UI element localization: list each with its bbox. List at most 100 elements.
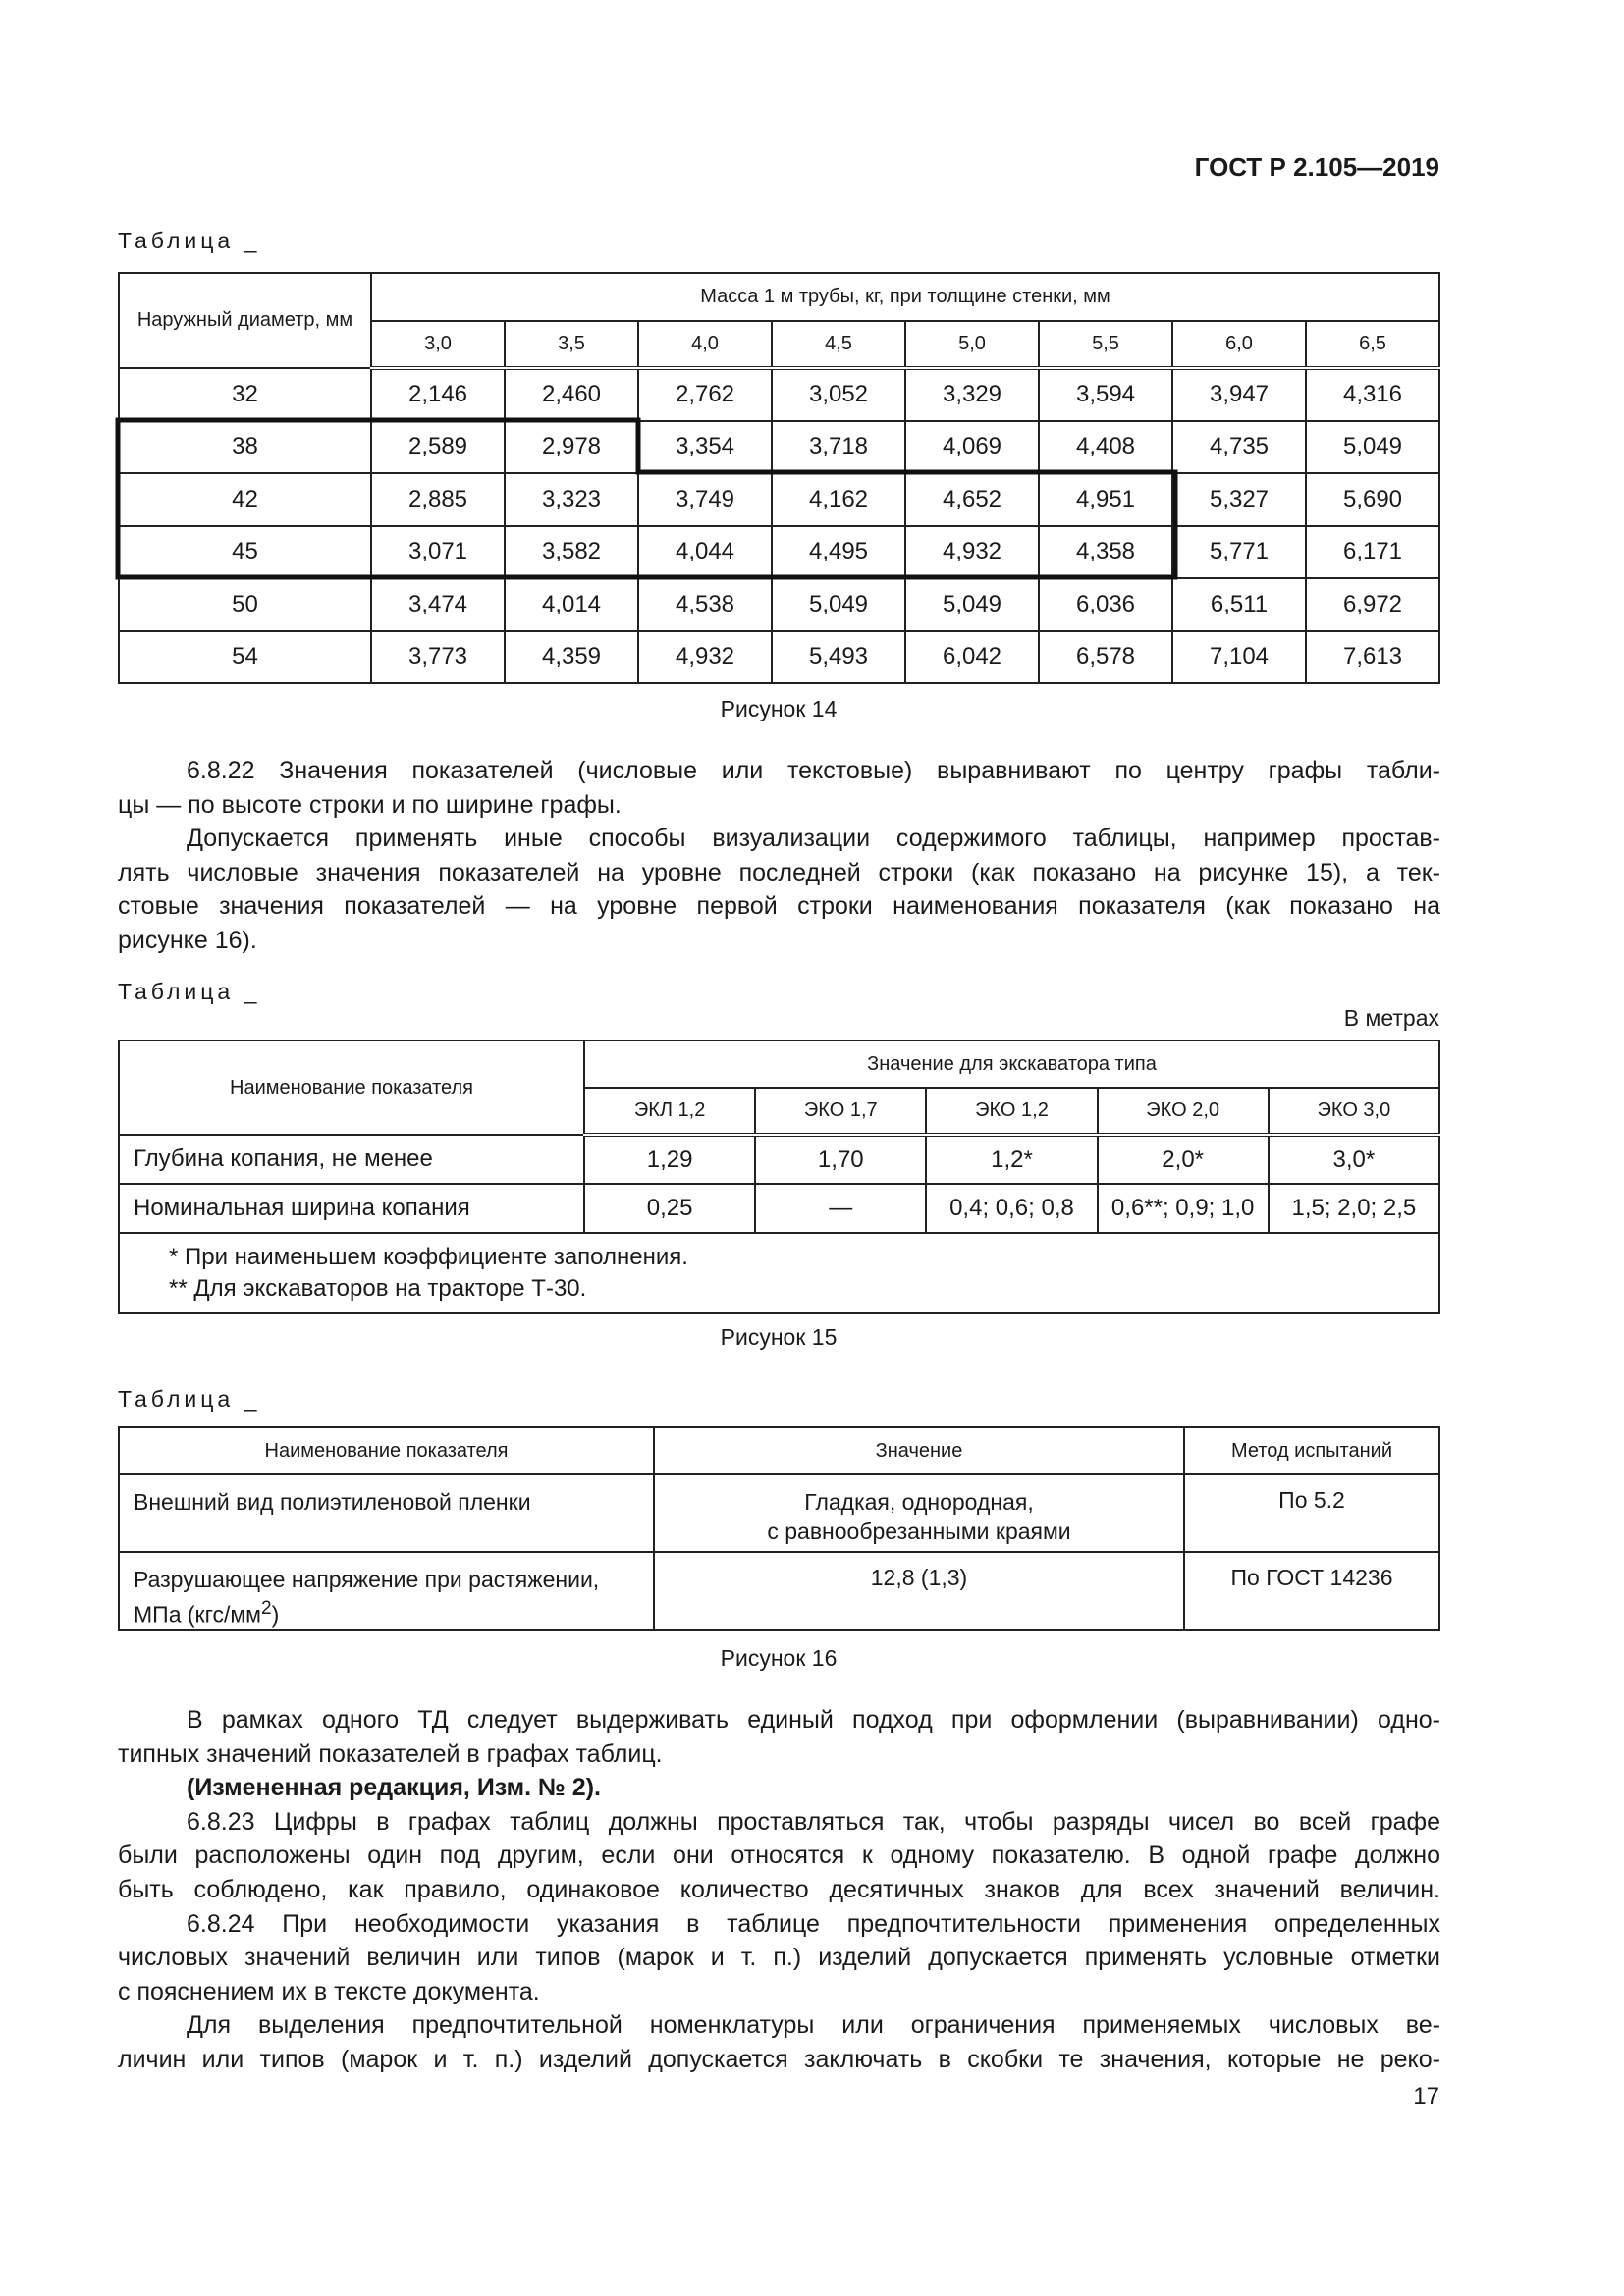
cell-name: Разрушающее напряжение при растяжении, М… [118, 1551, 655, 1631]
thickness-header: 4,5 [771, 320, 906, 370]
cell-mass: 6,578 [1038, 629, 1173, 684]
table-row: 42 2,885 3,323 3,749 4,162 4,652 4,951 5,327 5,6… [118, 472, 1440, 527]
cell-diameter: 32 [118, 367, 372, 422]
footnote: * При наименьшем коэффициенте заполнения… [169, 1244, 688, 1270]
paragraph-6-8-22: 6.8.22 Значения показателей (числовые ил… [118, 754, 1440, 958]
cell-method: По ГОСТ 14236 [1183, 1551, 1440, 1631]
cell-mass: 3,718 [771, 419, 906, 474]
cell-mass: 5,049 [1305, 419, 1440, 474]
footnote: ** Для экскаваторов на тракторе Т-30. [169, 1275, 587, 1302]
text-line: быть соблюдено, как правило, одинаковое … [118, 1875, 1440, 1903]
cell-mass: 2,146 [370, 367, 506, 422]
cell-value: Гладкая, однородная, с равнообрезанными … [653, 1473, 1185, 1553]
cell-mass: 4,735 [1171, 419, 1307, 474]
cell-mass: 2,762 [637, 367, 773, 422]
cell-value: 1,70 [754, 1134, 928, 1185]
cell-mass: 4,014 [504, 577, 639, 632]
table-row: Разрушающее напряжение при растяжении, М… [118, 1551, 1440, 1631]
table-row: 50 3,474 4,014 4,538 5,049 5,049 6,036 6,511 6,9… [118, 577, 1440, 632]
cell-diameter: 50 [118, 577, 372, 632]
cell-mass: 4,316 [1305, 367, 1440, 422]
cell-mass: 3,582 [504, 524, 639, 579]
col-header-name: Наименование показателя [118, 1426, 655, 1475]
units-label: В метрах [1343, 1005, 1439, 1031]
cell-method: По 5.2 [1183, 1473, 1440, 1553]
cell-mass: 7,613 [1305, 629, 1440, 684]
cell-mass: 6,972 [1305, 577, 1440, 632]
cell-mass: 3,773 [370, 629, 506, 684]
cell-name: Номинальная ширина копания [118, 1183, 585, 1234]
text-line: Для выделения предпочтительной номенклат… [187, 2011, 1440, 2040]
thickness-header: 3,0 [370, 320, 506, 370]
cell-diameter: 54 [118, 629, 372, 684]
thickness-header: 6,0 [1171, 320, 1307, 370]
cell-diameter: 42 [118, 472, 372, 527]
cell-mass: 5,493 [771, 629, 906, 684]
text-line: личин или типов (марок и т. п.) изделий … [118, 2045, 1440, 2073]
text-line: числовых значений величин или типов (мар… [118, 1944, 1440, 1972]
cell-value: 1,29 [582, 1134, 757, 1185]
cell-mass: 4,538 [637, 577, 773, 632]
thickness-header: 4,0 [637, 320, 773, 370]
excavator-type-header: ЭКО 1,2 [925, 1087, 1099, 1137]
cell-diameter: 38 [118, 419, 372, 474]
name-text: ) [271, 1601, 280, 1628]
cell-mass: 5,327 [1171, 472, 1307, 527]
text-line: цы — по высоте строки и по ширине графы. [118, 790, 622, 819]
table-row: 45 3,071 3,582 4,044 4,495 4,932 4,358 5,771 6,1… [118, 524, 1440, 579]
cell-mass: 4,951 [1038, 472, 1173, 527]
thickness-header: 3,5 [504, 320, 639, 370]
excavator-type-header: ЭКО 1,7 [754, 1087, 928, 1137]
cell-value: — [754, 1183, 928, 1234]
col-header-diameter: Наружный диаметр, мм [118, 272, 372, 369]
cell-mass: 2,589 [370, 419, 506, 474]
cell-mass: 4,044 [637, 524, 773, 579]
superscript: 2 [261, 1598, 272, 1619]
thickness-header: 6,5 [1305, 320, 1440, 370]
document-standard-header: ГОСТ Р 2.105—2019 [1194, 152, 1439, 182]
page-number: 17 [1413, 2083, 1439, 2109]
table-caption-2: Таблица _ [118, 979, 261, 1004]
cell-value: 3,0* [1267, 1134, 1441, 1185]
cell-mass: 4,359 [504, 629, 639, 684]
name-line: МПа (кгс/мм2) [134, 1594, 653, 1629]
table-caption-1: Таблица _ [118, 228, 261, 253]
cell-mass: 5,049 [771, 577, 906, 632]
cell-mass: 2,978 [504, 419, 639, 474]
excavator-type-header: ЭКО 3,0 [1267, 1087, 1441, 1137]
cell-name: Глубина копания, не менее [118, 1134, 585, 1185]
cell-value: 1,5; 2,0; 2,5 [1267, 1183, 1441, 1234]
cell-mass: 7,104 [1171, 629, 1307, 684]
col-header-method: Метод испытаний [1183, 1426, 1440, 1475]
text-line: 6.8.22 Значения показателей (числовые ил… [187, 757, 1440, 784]
cell-value: 1,2* [925, 1134, 1099, 1185]
excavator-table: Наименование показателя Значение для экс… [118, 1040, 1441, 1314]
cell-diameter: 45 [118, 524, 372, 579]
excavator-type-header: ЭКО 2,0 [1096, 1087, 1270, 1137]
text-line: Допускается применять иные способы визуа… [187, 825, 1440, 853]
amendment-note: (Измененная редакция, Изм. № 2). [187, 1774, 601, 1802]
name-line: Разрушающее напряжение при растяжении, [134, 1567, 600, 1592]
table-row: Внешний вид полиэтиленовой пленки Гладка… [118, 1473, 1440, 1553]
table-row: Глубина копания, не менее 1,29 1,70 1,2* 2,0… [118, 1134, 1441, 1185]
cell-value: 2,0* [1096, 1134, 1270, 1185]
cell-mass: 3,052 [771, 367, 906, 422]
film-properties-table: Наименование показателя Значение Метод и… [118, 1426, 1440, 1631]
cell-mass: 2,460 [504, 367, 639, 422]
figure-caption-15: Рисунок 15 [720, 1324, 838, 1350]
cell-mass: 4,932 [637, 629, 773, 684]
text-line: 6.8.24 При необходимости указания в табл… [187, 1909, 1440, 1938]
cell-mass: 4,408 [1038, 419, 1173, 474]
cell-mass: 4,069 [904, 419, 1040, 474]
table-row: 54 3,773 4,359 4,932 5,493 6,042 6,578 7,104 7,6… [118, 629, 1440, 684]
cell-mass: 4,932 [904, 524, 1040, 579]
figure-caption-16: Рисунок 16 [720, 1645, 838, 1671]
table-footnotes: * При наименьшем коэффициенте заполнения… [118, 1232, 1440, 1314]
excavator-type-header: ЭКЛ 1,2 [582, 1087, 757, 1137]
text-line: с пояснением их в тексте документа. [118, 1977, 540, 2005]
cell-mass: 5,771 [1171, 524, 1307, 579]
text-line: 6.8.23 Цифры в графах таблиц должны прос… [187, 1807, 1440, 1836]
cell-mass: 6,171 [1305, 524, 1440, 579]
value-line: с равнообрезанными краями [767, 1519, 1071, 1544]
cell-mass: 6,511 [1171, 577, 1307, 632]
